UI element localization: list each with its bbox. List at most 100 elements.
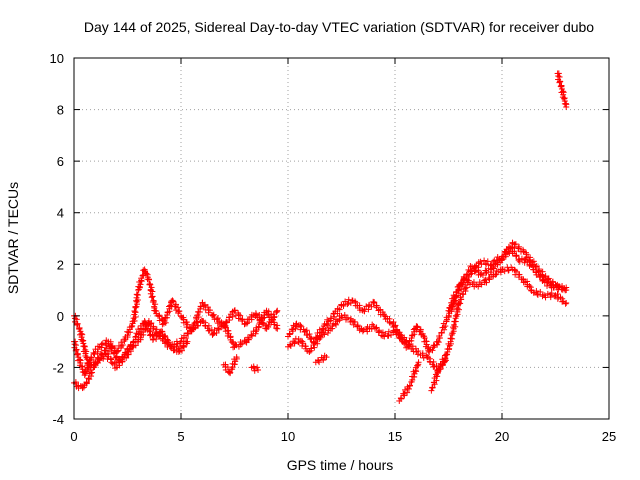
data-point-interp xyxy=(162,332,169,339)
y-tick-label: 8 xyxy=(57,103,64,118)
data-point xyxy=(255,367,262,374)
data-point-interp xyxy=(229,338,236,345)
data-point-interp xyxy=(555,70,562,77)
data-point xyxy=(381,333,388,340)
data-point-interp xyxy=(352,298,359,305)
data-point-interp xyxy=(549,278,556,285)
data-point-interp xyxy=(532,263,539,270)
data-point-interp xyxy=(72,338,79,345)
data-point-interp xyxy=(82,350,89,357)
data-point-interp xyxy=(299,340,306,347)
data-point-interp xyxy=(458,296,465,303)
data-point-interp xyxy=(513,252,520,259)
data-point-interp xyxy=(237,312,244,319)
data-point-interp xyxy=(398,395,405,402)
data-point-interp xyxy=(287,343,294,350)
data-point-interp xyxy=(485,265,492,272)
data-point-interp xyxy=(125,349,132,356)
x-axis-label: GPS time / hours xyxy=(287,457,394,473)
data-point-interp xyxy=(544,276,551,283)
data-point-interp xyxy=(434,370,441,377)
data-point-interp xyxy=(124,334,131,341)
data-point-interp xyxy=(89,369,96,376)
data-point-interp xyxy=(328,315,335,322)
data-point xyxy=(541,274,548,281)
data-point-interp xyxy=(108,356,115,363)
data-point-interp xyxy=(251,367,258,374)
data-point-interp xyxy=(363,303,370,310)
plot-frame xyxy=(73,57,610,420)
data-point xyxy=(242,338,249,345)
data-point-interp xyxy=(206,307,213,314)
data-point-interp xyxy=(94,359,101,366)
data-point-interp xyxy=(132,342,139,349)
y-tick-label: -4 xyxy=(52,412,64,427)
data-point-interp xyxy=(479,272,486,279)
data-point xyxy=(141,318,148,325)
data-point-interp xyxy=(129,322,136,329)
data-point-interp xyxy=(429,384,436,391)
data-point-interp xyxy=(345,296,352,303)
data-point-interp xyxy=(562,300,569,307)
data-point-interp xyxy=(385,328,392,335)
data-point-interp xyxy=(243,320,250,327)
data-point-interp xyxy=(307,334,314,341)
data-point-interp xyxy=(447,335,454,342)
data-point-interp xyxy=(90,349,97,356)
data-point xyxy=(415,359,422,366)
data-point-interp xyxy=(404,389,411,396)
data-point-interp xyxy=(73,322,80,329)
data-point-interp xyxy=(99,351,106,358)
data-point-interp xyxy=(516,271,523,278)
data-point-interp xyxy=(492,271,499,278)
data-point-interp xyxy=(159,328,166,335)
data-point-interp xyxy=(516,243,523,250)
data-point-interp xyxy=(340,302,347,309)
data-point-interp xyxy=(435,339,442,346)
data-point-interp xyxy=(215,326,222,333)
data-point-interp xyxy=(478,281,485,288)
data-point-interp xyxy=(227,370,234,377)
data-point-interp xyxy=(164,336,171,343)
data-point-interp xyxy=(559,283,566,290)
data-point-interp xyxy=(560,91,567,98)
data-point-interp xyxy=(148,294,155,301)
data-point-interp xyxy=(434,373,441,380)
data-point-interp xyxy=(484,258,491,265)
data-point-interp xyxy=(248,331,255,338)
data-point-interp xyxy=(253,311,260,318)
data-point-interp xyxy=(156,312,163,319)
data-point-interp xyxy=(430,344,437,351)
data-point-interp xyxy=(561,95,568,102)
data-point-interp xyxy=(193,318,200,325)
data-point-interp xyxy=(547,294,554,301)
data-point-interp xyxy=(273,325,280,332)
data-point-interp xyxy=(557,83,564,90)
data-point-interp xyxy=(185,330,192,337)
data-point-interp xyxy=(376,328,383,335)
data-point-interp xyxy=(213,329,220,336)
data-point xyxy=(445,307,452,314)
data-point-interp xyxy=(551,293,558,300)
data-point-interp xyxy=(180,344,187,351)
data-point xyxy=(188,325,195,332)
data-point-interp xyxy=(542,273,549,280)
data-point-interp xyxy=(441,355,448,362)
data-point-interp xyxy=(231,307,238,314)
y-tick-label: 0 xyxy=(57,309,64,324)
y-tick-label: 4 xyxy=(57,206,64,221)
data-point-interp xyxy=(74,351,81,358)
data-point xyxy=(402,338,409,345)
data-point-interp xyxy=(431,342,438,349)
data-point-interp xyxy=(227,334,234,341)
data-point-interp xyxy=(83,354,90,361)
data-point-interp xyxy=(204,304,211,311)
data-point-interp xyxy=(442,323,449,330)
data-point-interp xyxy=(469,268,476,275)
data-point-interp xyxy=(333,321,340,328)
data-point-interp xyxy=(133,291,140,298)
data-point-interp xyxy=(483,279,490,286)
data-point-interp xyxy=(109,345,116,352)
data-point-interp xyxy=(516,258,523,265)
data-point-interp xyxy=(302,343,309,350)
